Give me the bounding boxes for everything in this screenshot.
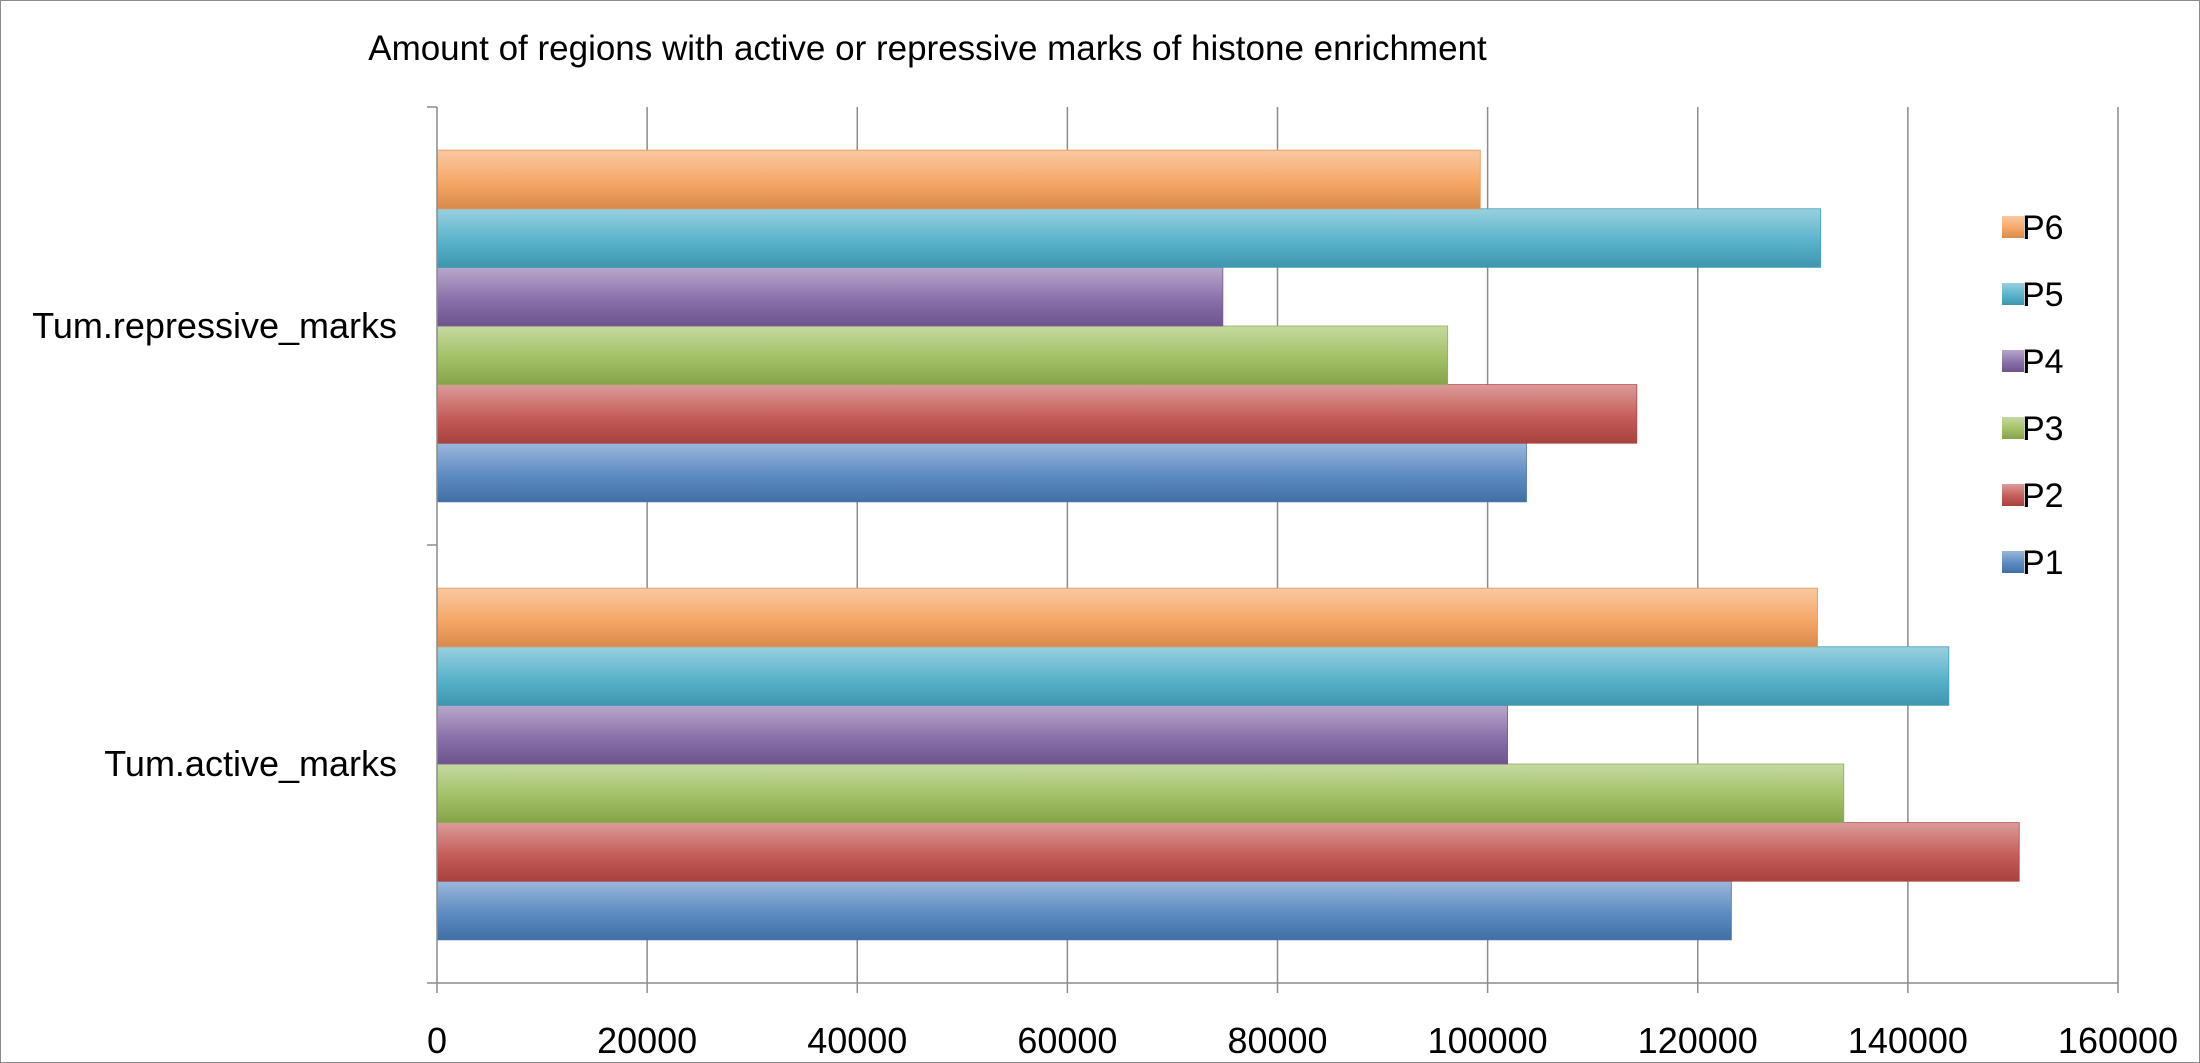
bar-P3-Tum.active_marks <box>436 763 1845 824</box>
bar-P6-Tum.active_marks <box>436 587 1818 648</box>
x-tick-label: 40000 <box>807 1020 907 1061</box>
x-tick-label: 0 <box>427 1020 447 1061</box>
legend-label: P6 <box>2022 209 2064 247</box>
bar-P4-Tum.active_marks <box>436 704 1508 765</box>
chart-title: Amount of regions with active or repress… <box>368 29 1487 68</box>
x-tick-label: 160000 <box>2058 1020 2178 1061</box>
legend-label: P5 <box>2022 276 2064 314</box>
x-tick-label: 60000 <box>1017 1020 1117 1061</box>
legend: P6 P5 P4 P3 P2 P1 <box>2002 209 2064 582</box>
bar-P4-Tum.repressive_marks <box>436 266 1224 327</box>
legend-swatch <box>2002 216 2024 238</box>
bar-P2-Tum.active_marks <box>436 822 2020 882</box>
legend-swatch <box>2002 350 2024 372</box>
x-tick-label: 120000 <box>1638 1020 1758 1061</box>
bar-P5-Tum.active_marks <box>436 646 1950 706</box>
x-tick-label: 140000 <box>1848 1020 1968 1061</box>
legend-label: P4 <box>2022 343 2064 381</box>
x-tick-label: 80000 <box>1227 1020 1327 1061</box>
bars <box>436 149 2020 941</box>
bar-P5-Tum.repressive_marks <box>436 208 1822 268</box>
bar-P6-Tum.repressive_marks <box>436 149 1481 210</box>
legend-swatch <box>2002 551 2024 573</box>
x-tick-label: 100000 <box>1428 1020 1548 1061</box>
bar-P3-Tum.repressive_marks <box>436 325 1449 386</box>
legend-label: P3 <box>2022 410 2064 448</box>
legend-swatch <box>2002 417 2024 439</box>
legend-swatch <box>2002 484 2024 506</box>
x-tick-label: 20000 <box>597 1020 697 1061</box>
category-label: Tum.repressive_marks <box>32 305 397 346</box>
legend-label: P1 <box>2022 544 2064 582</box>
bar-P1-Tum.repressive_marks <box>436 442 1527 503</box>
bar-P2-Tum.repressive_marks <box>436 384 1638 444</box>
axes: 0 20000 40000 60000 80000 100000 120000 140000 1… <box>32 106 2178 1061</box>
legend-swatch <box>2002 283 2024 305</box>
bar-P1-Tum.active_marks <box>436 880 1732 941</box>
category-label: Tum.active_marks <box>104 743 397 784</box>
legend-label: P2 <box>2022 477 2064 515</box>
